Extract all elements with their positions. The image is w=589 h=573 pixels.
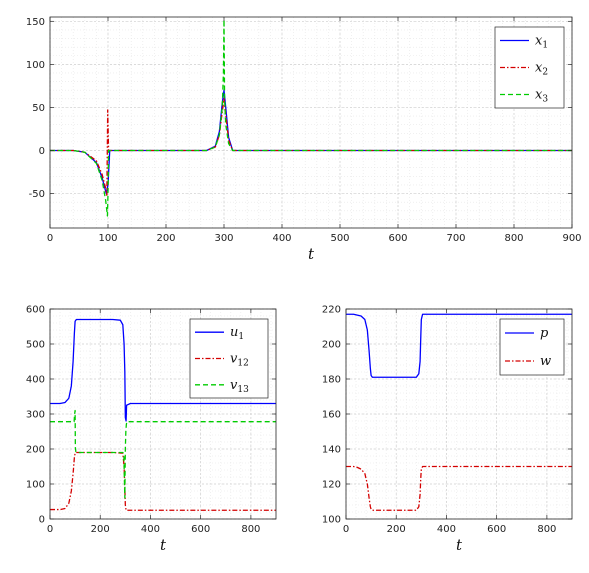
legend-box (494, 26, 565, 109)
y-tick-label: 100 (26, 60, 45, 71)
y-tick-label: 400 (26, 375, 45, 386)
chart-2: 0 200 400 600 800 0 100 200 300 400 500 600 t u1 v12 v1… (26, 305, 277, 554)
y-tick-label: 200 (322, 340, 341, 351)
x-tick-label: 600 (191, 524, 210, 535)
legend: x1 x2 x3 (494, 26, 565, 109)
chart-1: 0 100 200 300 400 500 600 700 800 900 -50 0 50 100 150… (26, 16, 582, 263)
y-tick-label: 200 (26, 445, 45, 456)
x-axis-label: t (456, 536, 463, 554)
series-line-u1 (50, 318, 276, 422)
y-tick-label: 500 (26, 340, 45, 351)
x-tick-label: 100 (98, 233, 117, 244)
x-tick-label: 0 (47, 233, 53, 244)
series-line-x2 (50, 98, 572, 196)
x-tick-label: 400 (272, 233, 291, 244)
x-tick-label: 0 (47, 524, 53, 535)
series-line-x3 (50, 18, 572, 217)
x-tick-label: 800 (241, 524, 260, 535)
legend: u1 v12 v13 (189, 318, 269, 399)
legend-label-w: w (540, 354, 551, 369)
x-axis-label: t (308, 245, 315, 263)
y-tick-label: 300 (26, 410, 45, 421)
x-tick-label: 200 (91, 524, 110, 535)
plot-area (50, 17, 572, 228)
legend-label-p: p (540, 326, 549, 341)
x-tick-label: 400 (437, 524, 456, 535)
x-tick-label: 700 (446, 233, 465, 244)
x-tick-label: 600 (487, 524, 506, 535)
x-tick-label: 200 (156, 233, 175, 244)
y-tick-label: 220 (322, 305, 341, 316)
y-tick-label: 150 (26, 17, 45, 28)
axes-frame (49, 16, 573, 229)
legend-box (499, 318, 565, 376)
x-tick-label: 300 (214, 233, 233, 244)
legend-label-x3: x3 (535, 88, 548, 105)
legend-label-v13: v13 (230, 378, 249, 395)
y-tick-label: -50 (29, 189, 45, 200)
legend-label-x1: x1 (535, 34, 548, 51)
series-line-p (346, 313, 572, 378)
x-tick-label: 800 (504, 233, 523, 244)
series-line-v13 (50, 409, 276, 499)
y-tick-label: 0 (39, 515, 45, 526)
legend-label-v12: v12 (230, 352, 249, 369)
x-tick-label: 0 (343, 524, 349, 535)
legend-label-u1: u1 (230, 325, 244, 342)
y-tick-label: 100 (322, 515, 341, 526)
legend: pw (499, 318, 565, 376)
x-tick-label: 200 (387, 524, 406, 535)
chart-3: 0 200 400 600 800 100 120 140 160 180 200 220 t pw (322, 305, 573, 554)
series-line-v12 (50, 451, 276, 511)
x-tick-label: 600 (388, 233, 407, 244)
y-tick-label: 120 (322, 480, 341, 491)
y-tick-label: 160 (322, 410, 341, 421)
y-tick-label: 600 (26, 305, 45, 316)
x-tick-label: 800 (537, 524, 556, 535)
legend-label-x2: x2 (535, 61, 548, 78)
x-tick-label: 500 (330, 233, 349, 244)
y-tick-label: 0 (39, 146, 45, 157)
y-tick-label: 140 (322, 445, 341, 456)
y-tick-label: 100 (26, 480, 45, 491)
x-tick-label: 400 (141, 524, 160, 535)
x-tick-label: 900 (562, 233, 581, 244)
y-tick-label: 50 (32, 103, 45, 114)
y-tick-label: 180 (322, 375, 341, 386)
legend-box (189, 318, 269, 399)
x-axis-label: t (160, 536, 167, 554)
